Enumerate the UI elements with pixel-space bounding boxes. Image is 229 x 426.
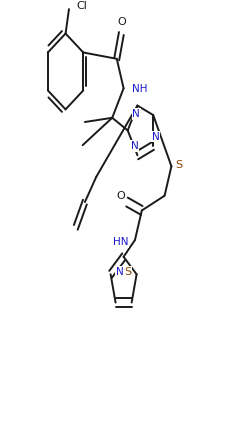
- Text: HN: HN: [113, 237, 128, 247]
- Text: S: S: [124, 267, 132, 277]
- Text: N: N: [131, 141, 139, 151]
- Text: O: O: [117, 17, 126, 27]
- Text: N: N: [116, 267, 123, 277]
- Text: Cl: Cl: [76, 1, 87, 11]
- Text: N: N: [132, 109, 140, 119]
- Text: NH: NH: [132, 84, 147, 94]
- Text: N: N: [152, 132, 159, 141]
- Text: S: S: [175, 161, 182, 170]
- Text: O: O: [116, 191, 125, 201]
